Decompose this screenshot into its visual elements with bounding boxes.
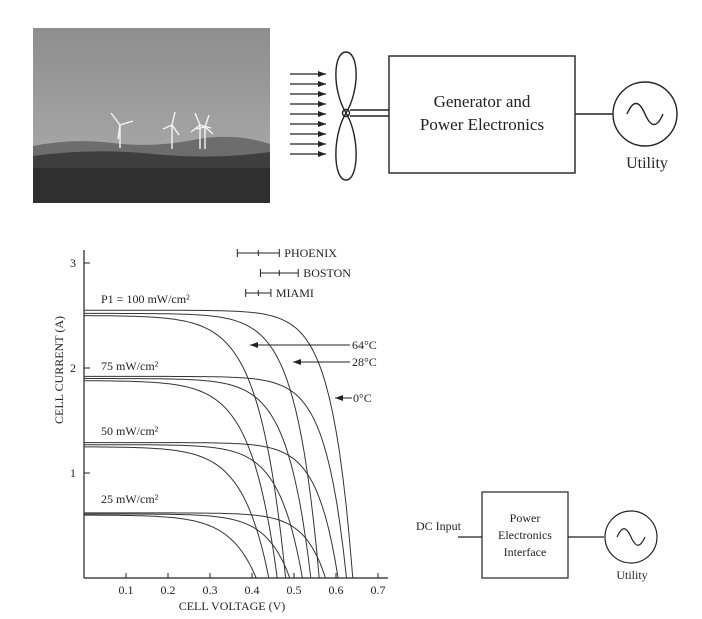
x-tick-label: 0.4 bbox=[245, 583, 260, 597]
x-axis-title: CELL VOLTAGE (V) bbox=[179, 599, 286, 613]
iv-curve bbox=[84, 513, 291, 579]
irradiance-label: P1 = 100 mW/cm² bbox=[101, 292, 190, 306]
x-tick-label: 0.1 bbox=[119, 583, 134, 597]
turbine-rotor-icon bbox=[335, 51, 389, 181]
wind-arrows bbox=[290, 71, 326, 157]
y-tick-label: 3 bbox=[70, 256, 76, 270]
irradiance-label: 50 mW/cm² bbox=[101, 424, 159, 438]
power-electronics-label: Interface bbox=[504, 545, 547, 559]
y-axis-title: CELL CURRENT (A) bbox=[52, 316, 66, 424]
ac-source-icon bbox=[612, 81, 678, 147]
location-range bbox=[236, 249, 280, 257]
power-electronics-label: Electronics bbox=[498, 528, 552, 542]
location-label: BOSTON bbox=[303, 266, 351, 280]
pv-utility-label: Utility bbox=[616, 568, 647, 582]
dc-input-label: DC Input bbox=[416, 519, 462, 533]
iv-curve bbox=[84, 378, 312, 579]
y-tick-label: 1 bbox=[70, 466, 76, 480]
iv-curve bbox=[84, 512, 326, 579]
generator-block bbox=[388, 55, 576, 174]
iv-curve bbox=[84, 514, 257, 579]
generator-block-label: Generator and bbox=[434, 92, 531, 111]
location-range bbox=[259, 269, 299, 277]
iv-curve bbox=[84, 442, 339, 579]
power-electronics-block bbox=[481, 491, 569, 579]
irradiance-label: 75 mW/cm² bbox=[101, 359, 159, 373]
x-tick-label: 0.6 bbox=[329, 583, 344, 597]
wind-utility-label: Utility bbox=[626, 155, 668, 172]
iv-chart: 0.1 0.2 0.3 0.4 0.5 0.6 0.7 1 2 3 PHOENIX BOSTON MI… bbox=[52, 246, 388, 613]
iv-curve bbox=[84, 315, 287, 579]
location-label: PHOENIX bbox=[284, 246, 337, 260]
location-label: MIAMI bbox=[276, 286, 314, 300]
iv-curve bbox=[84, 444, 303, 579]
turbine-group bbox=[110, 111, 214, 149]
temperature-annotations bbox=[250, 342, 352, 401]
iv-curve bbox=[84, 380, 278, 579]
iv-curve bbox=[84, 375, 347, 579]
y-tick-label: 2 bbox=[70, 361, 76, 375]
x-tick-label: 0.2 bbox=[161, 583, 176, 597]
temperature-label: 28°C bbox=[352, 355, 377, 369]
power-electronics-label: Power bbox=[510, 511, 541, 525]
generator-block-label: Power Electronics bbox=[420, 115, 544, 134]
location-ranges: PHOENIX BOSTON MIAMI bbox=[236, 246, 351, 300]
iv-curve bbox=[84, 312, 320, 579]
temperature-label: 64°C bbox=[352, 338, 377, 352]
chart-curves bbox=[84, 309, 354, 579]
temperature-label: 0°C bbox=[353, 391, 372, 405]
wind-farm-photo bbox=[33, 28, 270, 203]
iv-curve bbox=[84, 446, 270, 579]
x-tick-label: 0.3 bbox=[203, 583, 218, 597]
x-tick-label: 0.7 bbox=[371, 583, 386, 597]
pv-ac-source-icon bbox=[604, 510, 658, 564]
x-tick-label: 0.5 bbox=[287, 583, 302, 597]
iv-curve bbox=[84, 309, 354, 579]
chart-ticks: 0.1 0.2 0.3 0.4 0.5 0.6 0.7 1 2 3 bbox=[70, 256, 386, 597]
location-range bbox=[245, 289, 272, 297]
irradiance-label: 25 mW/cm² bbox=[101, 492, 159, 506]
